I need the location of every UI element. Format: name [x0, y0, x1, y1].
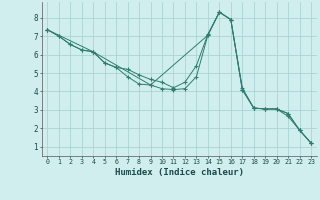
X-axis label: Humidex (Indice chaleur): Humidex (Indice chaleur): [115, 168, 244, 177]
